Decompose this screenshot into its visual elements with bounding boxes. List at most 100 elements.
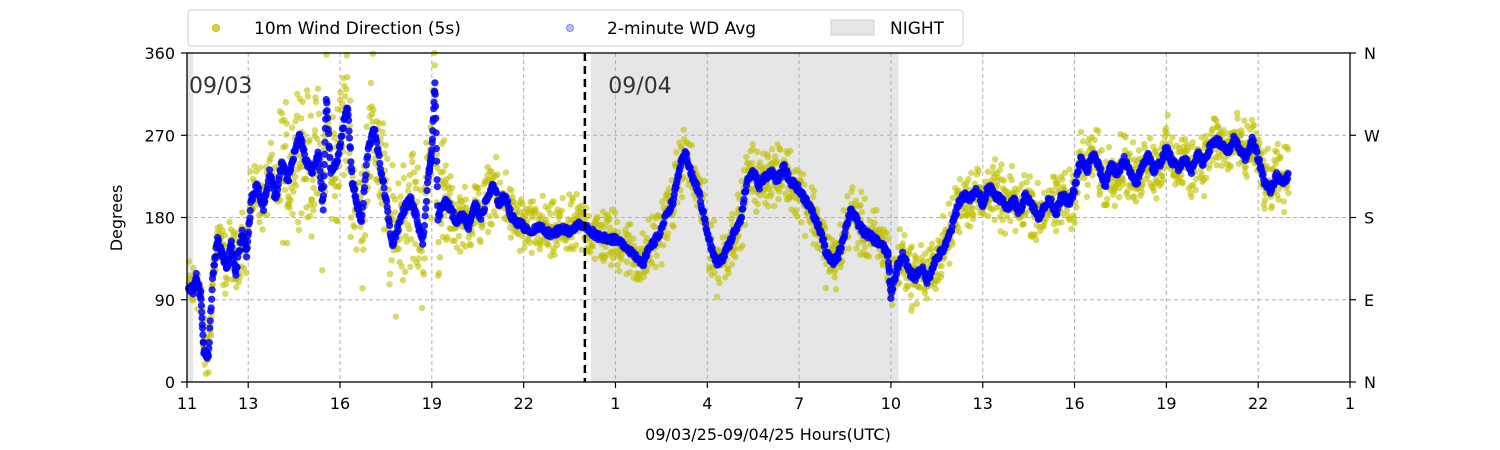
wd-point	[282, 98, 290, 106]
avg-point	[1070, 189, 1079, 197]
wd-point	[341, 93, 349, 100]
wd-point	[1129, 139, 1137, 146]
wd-point	[333, 217, 341, 225]
wd-point	[680, 126, 687, 133]
wd-point	[732, 253, 739, 261]
wd-point	[415, 255, 422, 262]
wd-point	[226, 218, 233, 226]
avg-point	[436, 211, 444, 220]
wd-point	[1130, 193, 1138, 200]
avg-point	[210, 261, 218, 269]
wd-point	[776, 146, 784, 153]
wd-point	[1008, 176, 1015, 184]
avg-point	[358, 211, 366, 219]
avg-point	[197, 295, 205, 303]
wd-point	[938, 270, 945, 278]
wd-point	[1105, 143, 1113, 151]
wd-point	[447, 173, 454, 180]
wd-point	[1083, 193, 1091, 200]
wd-point	[906, 250, 913, 258]
wd-point	[303, 87, 311, 94]
wd-point	[1179, 179, 1186, 187]
wd-point	[400, 174, 408, 182]
avg-point	[889, 285, 897, 293]
wd-point	[451, 237, 458, 245]
wd-point	[1261, 196, 1269, 204]
avg-point	[423, 186, 431, 195]
wd-point	[771, 153, 779, 160]
wd-point	[600, 208, 607, 215]
avg-point	[339, 124, 348, 132]
wd-point	[731, 245, 739, 253]
wd-point	[616, 267, 623, 275]
wd-point	[921, 289, 929, 297]
wd-point	[302, 175, 310, 183]
wd-point	[1169, 134, 1176, 141]
x-tick-label: 13	[973, 394, 993, 413]
avg-point	[285, 177, 293, 185]
wd-point	[1141, 144, 1149, 152]
wd-point	[1077, 128, 1085, 136]
wd-point	[984, 168, 992, 175]
avg-point	[380, 184, 388, 192]
avg-point	[371, 126, 379, 134]
y-right-tick-label: E	[1364, 291, 1374, 310]
wd-point	[711, 269, 718, 276]
avg-point	[737, 213, 746, 221]
wd-point	[550, 198, 557, 205]
avg-point	[347, 158, 355, 166]
avg-point	[948, 223, 956, 231]
y-right-tick-label: W	[1364, 126, 1380, 145]
avg-point	[1249, 136, 1257, 144]
avg-point	[205, 344, 213, 353]
wd-point	[526, 239, 533, 246]
wd-point	[932, 285, 940, 293]
avg-point	[431, 102, 440, 110]
avg-point	[259, 206, 268, 215]
avg-point	[902, 256, 910, 264]
wd-point	[436, 254, 444, 261]
wd-point	[768, 190, 775, 197]
avg-point	[1133, 179, 1142, 187]
avg-point	[742, 187, 750, 195]
wd-point	[433, 151, 441, 158]
wd-point	[844, 193, 851, 200]
wd-point	[492, 212, 499, 219]
avg-point	[206, 324, 214, 332]
avg-point	[1053, 206, 1062, 214]
y-tick-label: 90	[155, 291, 175, 310]
legend-night-label: NIGHT	[890, 19, 945, 39]
wd-point	[917, 241, 925, 249]
wd-point	[1261, 205, 1268, 212]
wd-point	[832, 286, 840, 293]
avg-point	[255, 184, 263, 192]
x-tick-label: 1	[610, 394, 620, 413]
avg-point	[651, 240, 659, 248]
wd-point	[1181, 136, 1189, 143]
x-tick-label: 19	[1156, 394, 1176, 413]
avg-point	[321, 150, 329, 158]
wd-point	[351, 224, 358, 231]
wd-point	[1132, 198, 1140, 205]
wd-point	[999, 216, 1006, 224]
wd-point	[858, 208, 866, 216]
wd-point	[956, 229, 963, 236]
wd-point	[340, 171, 348, 179]
avg-point	[320, 183, 328, 191]
wd-point	[591, 255, 598, 262]
wd-point	[1021, 171, 1028, 179]
avg-point	[243, 253, 251, 261]
wd-point	[754, 148, 761, 156]
wd-point	[1285, 189, 1292, 197]
wd-point	[242, 269, 250, 277]
date-labels: 09/03 09/04	[189, 74, 672, 99]
avg-point	[323, 106, 331, 115]
wd-point	[1003, 213, 1011, 220]
avg-point	[821, 241, 829, 249]
wd-point	[766, 184, 773, 191]
avg-point	[428, 135, 437, 143]
wd-point	[462, 196, 469, 203]
wd-point	[1079, 138, 1087, 145]
wd-point	[946, 260, 953, 267]
wd-point	[1146, 135, 1154, 142]
